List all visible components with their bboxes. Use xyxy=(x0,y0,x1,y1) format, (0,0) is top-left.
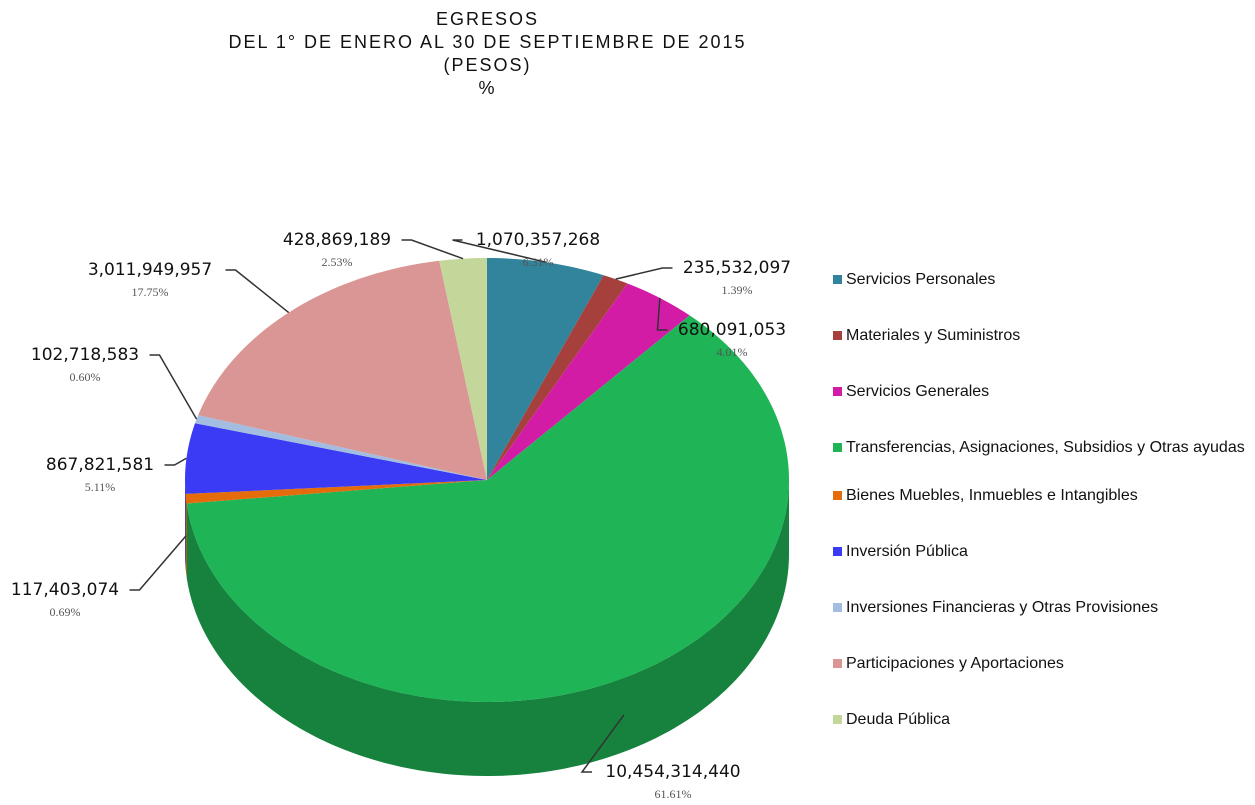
leader-line xyxy=(129,535,187,591)
data-label: 680,091,053 xyxy=(678,320,786,340)
leader-line xyxy=(164,457,187,466)
percent-label: 0.60% xyxy=(70,370,101,384)
slice xyxy=(487,283,690,480)
tops xyxy=(185,258,789,702)
legend-item: Inversiones Financieras y Otras Provisio… xyxy=(833,598,1253,654)
legend-item: Participaciones y Aportaciones xyxy=(833,654,1253,710)
sides xyxy=(185,480,789,776)
legend-item: Transferencias, Asignaciones, Subsidios … xyxy=(833,438,1253,486)
leader-line xyxy=(615,267,673,280)
percent-label: 5.11% xyxy=(85,480,116,494)
legend-label: Participaciones y Aportaciones xyxy=(846,655,1064,672)
legend-label: Servicios Personales xyxy=(846,271,996,288)
legend-label: Deuda Pública xyxy=(846,711,951,728)
slice xyxy=(186,315,789,702)
slice xyxy=(185,423,488,494)
slice-side-shade xyxy=(185,480,186,568)
title-line: % xyxy=(478,78,497,98)
legend-swatch xyxy=(833,715,842,724)
leader-line xyxy=(452,239,547,264)
legend-item: Materiales y Suministros xyxy=(833,326,1253,382)
data-label: 235,532,097 xyxy=(683,258,791,278)
slice xyxy=(439,258,487,480)
legend-item: Deuda Pública xyxy=(833,710,1253,766)
percent-label: 6.31% xyxy=(523,255,554,269)
data-label: 3,011,949,957 xyxy=(88,260,212,280)
slice-side xyxy=(185,480,186,568)
leader-line xyxy=(225,269,290,314)
slice xyxy=(185,480,488,504)
data-label: 867,821,581 xyxy=(46,455,154,475)
data-label: 102,718,583 xyxy=(31,345,139,365)
slice-side xyxy=(185,493,187,578)
data-label: 117,403,074 xyxy=(11,580,119,600)
legend-label: Transferencias, Asignaciones, Subsidios … xyxy=(846,439,1245,456)
legend-item: Servicios Generales xyxy=(833,382,1253,438)
percent-label: 4.01% xyxy=(717,345,748,359)
legend-swatch xyxy=(833,491,842,500)
legend-swatch xyxy=(833,603,842,612)
slice-side xyxy=(186,480,789,776)
slice-side-shade xyxy=(186,480,789,776)
legend-swatch xyxy=(833,275,842,284)
legend-label: Servicios Generales xyxy=(846,383,990,400)
leader-line xyxy=(656,297,668,331)
slice xyxy=(487,258,604,480)
slice xyxy=(487,275,628,480)
percent-label: 1.39% xyxy=(722,283,753,297)
slice-side-shade xyxy=(185,493,187,578)
legend-item: Servicios Personales xyxy=(833,270,1253,326)
legend: Servicios Personales Materiales y Suminis… xyxy=(833,270,1253,766)
title-line: DEL 1° DE ENERO AL 30 DE SEPTIEMBRE DE 2… xyxy=(228,32,747,52)
title-line: (PESOS) xyxy=(443,55,532,75)
slice xyxy=(195,415,487,480)
data-label: 1,070,357,268 xyxy=(476,230,600,250)
title-block: EGRESOS DEL 1° DE ENERO AL 30 DE SEPTIEMB… xyxy=(0,8,975,100)
legend-swatch xyxy=(833,659,842,668)
legend-item: Inversión Pública xyxy=(833,542,1253,598)
data-label: 10,454,314,440 xyxy=(605,762,740,782)
percent-label: 0.69% xyxy=(50,605,81,619)
legend-swatch xyxy=(833,331,842,340)
legend-swatch xyxy=(833,547,842,556)
percent-label: 17.75% xyxy=(132,285,169,299)
legend-item: Bienes Muebles, Inmuebles e Intangibles xyxy=(833,486,1253,542)
legend-swatch xyxy=(833,443,842,452)
leader-line xyxy=(401,239,464,260)
data-label: 428,869,189 xyxy=(283,230,391,250)
title-line: EGRESOS xyxy=(435,9,540,29)
slice xyxy=(198,260,487,480)
legend-label: Materiales y Suministros xyxy=(846,327,1021,344)
percent-label: 2.53% xyxy=(322,255,353,269)
legend-label: Inversiones Financieras y Otras Provisio… xyxy=(846,599,1159,616)
legend-swatch xyxy=(833,387,842,396)
percent-label: 61.61% xyxy=(655,787,692,801)
leader-line xyxy=(149,354,198,420)
leader-line xyxy=(580,714,625,773)
legend-label: Inversión Pública xyxy=(846,543,968,560)
legend-label: Bienes Muebles, Inmuebles e Intangibles xyxy=(846,487,1138,504)
